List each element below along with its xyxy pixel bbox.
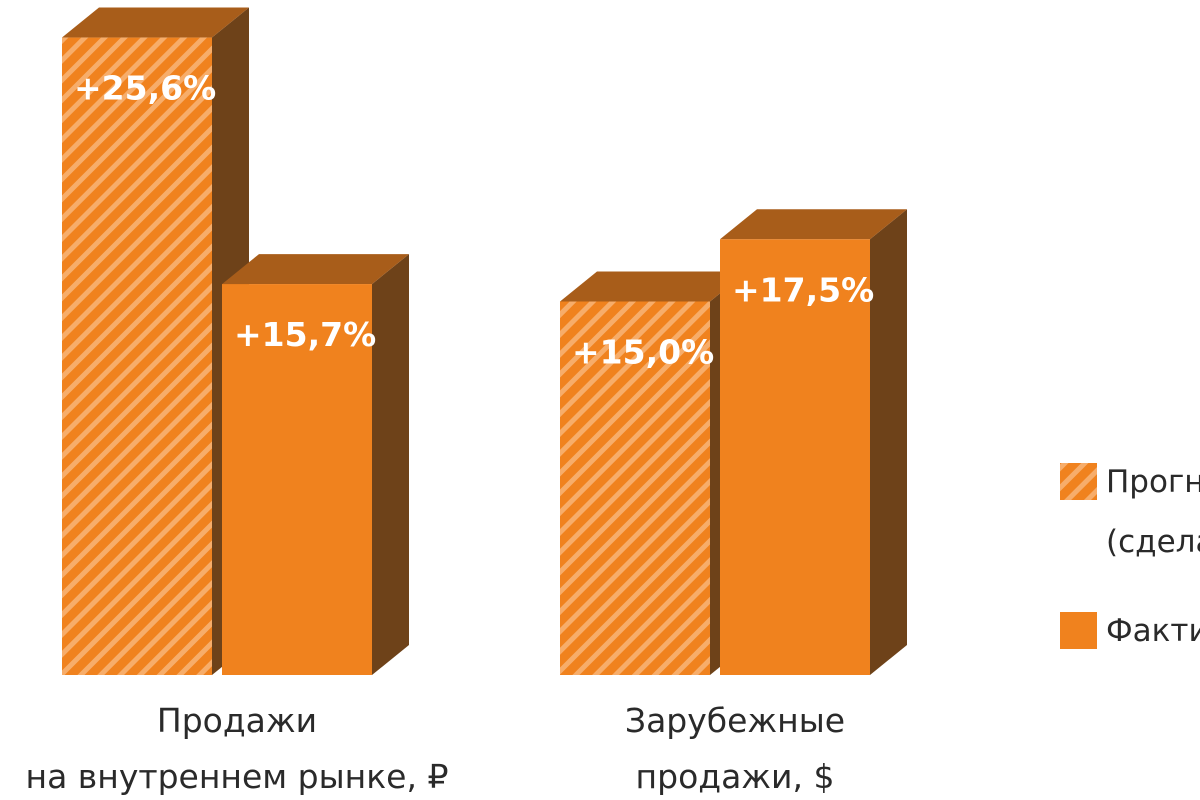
category-label: Продажи на внутреннем рынке, ₽ xyxy=(26,701,449,796)
bar xyxy=(560,301,710,675)
legend-label: Прогн(сдела xyxy=(1106,464,1200,560)
bar-top xyxy=(222,254,409,285)
legend-swatch xyxy=(1060,612,1097,649)
legend-swatch xyxy=(1060,463,1097,500)
bar xyxy=(720,239,870,675)
bar-top xyxy=(560,271,747,302)
bar-side xyxy=(372,254,409,675)
legend-label: Факти xyxy=(1106,613,1200,649)
value-label: +15,7% xyxy=(234,315,376,354)
bar-top xyxy=(62,7,249,38)
bar-side xyxy=(870,209,907,675)
value-label: +25,6% xyxy=(74,68,216,107)
bar xyxy=(222,284,372,675)
bar-top xyxy=(720,209,907,240)
value-label: +15,0% xyxy=(572,332,714,371)
bar xyxy=(62,37,212,676)
category-label: Зарубежные продажи, $ xyxy=(625,701,845,796)
value-label: +17,5% xyxy=(732,270,874,309)
